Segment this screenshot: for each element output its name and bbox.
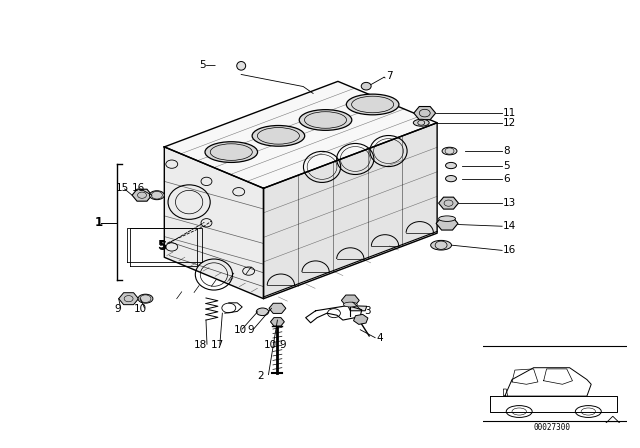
Text: 00027300: 00027300 [534,423,571,432]
Text: 5: 5 [157,239,165,252]
Text: 2: 2 [257,371,264,381]
Text: 13: 13 [503,198,516,208]
Ellipse shape [413,119,429,126]
Text: 10: 10 [264,340,276,350]
Text: 3: 3 [364,306,371,316]
Ellipse shape [257,308,269,315]
Text: 8: 8 [503,146,509,156]
Ellipse shape [445,176,456,182]
Ellipse shape [344,302,357,307]
Text: 9: 9 [115,304,122,314]
Text: 10: 10 [134,304,147,314]
Ellipse shape [205,142,257,163]
Polygon shape [348,306,367,311]
Ellipse shape [431,241,451,250]
Ellipse shape [300,110,352,130]
Text: 16: 16 [503,246,516,255]
Polygon shape [164,82,437,188]
Ellipse shape [445,163,456,168]
Ellipse shape [346,94,399,115]
Text: 7: 7 [387,71,393,81]
Text: 10: 10 [234,325,247,335]
Text: 1: 1 [95,216,103,229]
Text: 16: 16 [132,183,145,193]
Text: 12: 12 [503,118,516,128]
Ellipse shape [150,191,164,200]
Ellipse shape [438,216,456,221]
Ellipse shape [361,82,371,90]
Text: 17: 17 [211,340,224,350]
Text: 11: 11 [503,108,516,118]
Polygon shape [264,123,437,299]
Text: 15: 15 [116,183,129,193]
Text: 4: 4 [376,333,383,343]
Text: 9: 9 [280,340,286,350]
Text: 18: 18 [194,340,207,350]
Text: 9: 9 [248,325,254,335]
Text: 5: 5 [157,241,166,254]
Ellipse shape [442,147,457,155]
Polygon shape [164,147,264,299]
Text: 14: 14 [503,221,516,231]
Text: 5—: 5— [200,60,216,70]
Ellipse shape [252,125,305,146]
Ellipse shape [138,294,153,303]
Text: 5: 5 [503,160,509,171]
Text: 6: 6 [503,174,509,184]
Ellipse shape [237,61,246,70]
